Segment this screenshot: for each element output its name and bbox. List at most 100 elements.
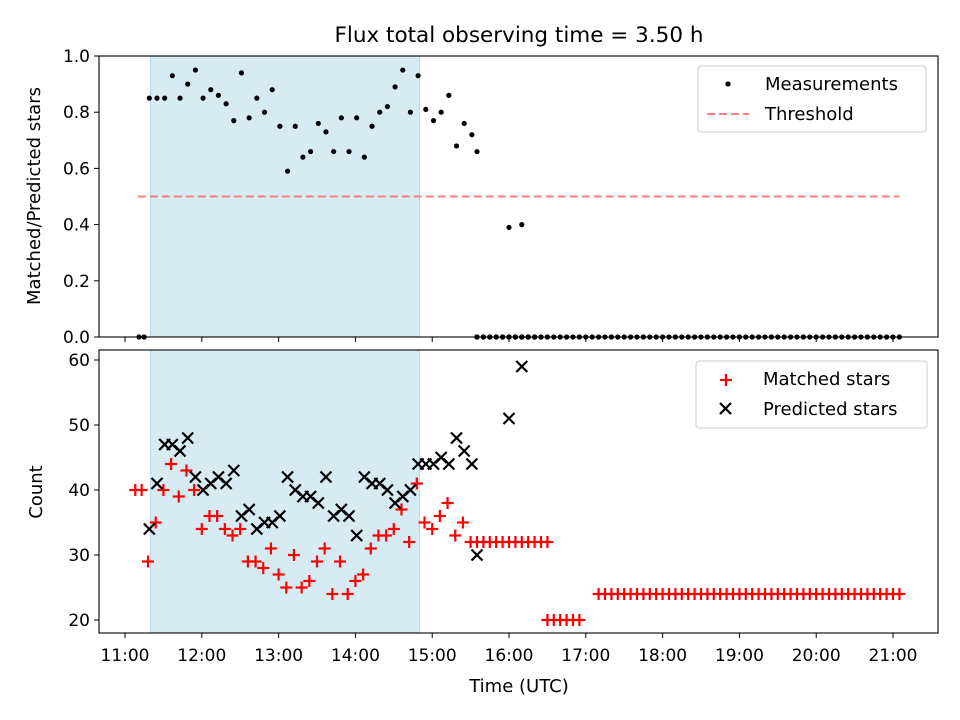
matched-star-point (142, 555, 155, 568)
predicted-star-point (189, 470, 202, 484)
predicted-star-point (273, 509, 287, 523)
predicted-star-point (281, 470, 294, 484)
measurement-point (215, 92, 222, 98)
predicted-star-point (227, 464, 241, 477)
measurement-point (453, 143, 460, 149)
matched-star-point (165, 458, 178, 470)
measurement-point (519, 222, 525, 228)
legend-matched-marker (720, 374, 732, 386)
top-y-tick-label: 0.8 (63, 103, 90, 123)
x-tick-label: 14:00 (331, 646, 380, 666)
x-tick-label: 18:00 (638, 646, 687, 666)
matched-star-point (410, 477, 423, 490)
matched-star-point (341, 588, 354, 600)
x-tick-label: 19:00 (715, 646, 764, 666)
bottom-y-tick-label: 40 (68, 481, 90, 501)
measurement-point (446, 92, 452, 98)
x-tick-label: 21:00 (869, 646, 918, 666)
matched-star-point (264, 542, 277, 555)
predicted-star-point (457, 444, 471, 458)
matched-star-point (257, 562, 270, 574)
measurement-point (474, 148, 480, 155)
predicted-star-point (465, 457, 479, 471)
matched-star-point (364, 542, 377, 555)
predicted-star-point (143, 522, 156, 536)
measurement-point (315, 120, 321, 127)
matched-star-point (280, 581, 293, 594)
predicted-star-point (442, 457, 456, 471)
measurement-point (438, 109, 444, 115)
matched-star-point (180, 464, 193, 477)
matched-star-point (195, 523, 208, 535)
measurement-point (162, 95, 168, 101)
predicted-star-point (450, 431, 463, 445)
predicted-star-point (470, 548, 484, 562)
bottom-y-tick-label: 30 (68, 546, 90, 566)
matched-star-point (318, 542, 331, 555)
x-tick-label: 15:00 (408, 646, 457, 666)
matched-star-point (380, 529, 393, 542)
predicted-star-point (350, 529, 363, 542)
matched-star-point (387, 523, 400, 535)
predicted-star-point (502, 412, 516, 425)
matched-star-point (272, 568, 285, 581)
matched-star-point (403, 536, 416, 548)
measurement-point (300, 154, 306, 160)
measurement-point (200, 95, 206, 101)
matched-star-point (893, 588, 906, 600)
measurement-point (308, 148, 314, 155)
measurement-point (192, 67, 198, 73)
measurement-point (354, 115, 360, 121)
measurement-point (169, 73, 175, 79)
matched-star-point (449, 529, 462, 542)
measurement-point (231, 118, 237, 124)
legend-predicted-marker (719, 402, 732, 415)
x-tick-label: 12:00 (177, 646, 226, 666)
matched-star-point (573, 614, 586, 626)
bottom-shaded-span (150, 349, 420, 634)
top-y-tick-label: 0.6 (63, 159, 90, 179)
legend-predicted-label: Predicted stars (763, 399, 897, 420)
measurement-point (284, 168, 291, 174)
measurement-point (254, 95, 260, 101)
legend-measurements-marker (725, 81, 731, 87)
matched-star-point (456, 516, 469, 529)
matched-star-point (249, 555, 262, 568)
bottom-axes-frame (98, 349, 939, 634)
matched-star-point (441, 497, 454, 509)
measurement-point (469, 132, 475, 138)
measurement-point (277, 123, 283, 129)
top-y-tick-label: 1.0 (63, 47, 90, 67)
measurement-point (177, 95, 183, 101)
matched-star-point (303, 575, 316, 587)
matched-star-point (311, 555, 323, 568)
measurement-point (154, 95, 160, 101)
matched-star-point (433, 510, 446, 522)
measurement-point (146, 95, 152, 101)
measurement-point (392, 84, 398, 90)
measurement-point (331, 148, 337, 155)
measurement-point (461, 120, 467, 127)
measurement-point (246, 115, 252, 121)
x-axis-label: Time (UTC) (468, 676, 569, 697)
top-axes-frame (98, 55, 939, 338)
measurement-point (384, 103, 390, 110)
predicted-star-point (515, 360, 529, 373)
predicted-star-point (219, 477, 233, 490)
measurement-point (261, 109, 268, 115)
top-y-axis-label: Matched/Predicted stars (24, 87, 45, 305)
chart-title: Flux total observing time = 3.50 h (335, 23, 704, 48)
measurement-point (238, 70, 245, 76)
matched-star-point (349, 575, 362, 587)
measurement-point (292, 123, 298, 129)
x-tick-label: 16:00 (485, 646, 534, 666)
measurement-point (223, 101, 229, 107)
bottom-legend: Matched stars Predicted stars (695, 360, 928, 429)
measurement-point (400, 67, 406, 73)
measurement-point (415, 73, 421, 79)
x-tick-label: 17:00 (561, 646, 610, 666)
top-legend: Measurements Threshold (697, 65, 927, 133)
measurement-point (506, 224, 512, 231)
measurement-point (208, 87, 214, 93)
